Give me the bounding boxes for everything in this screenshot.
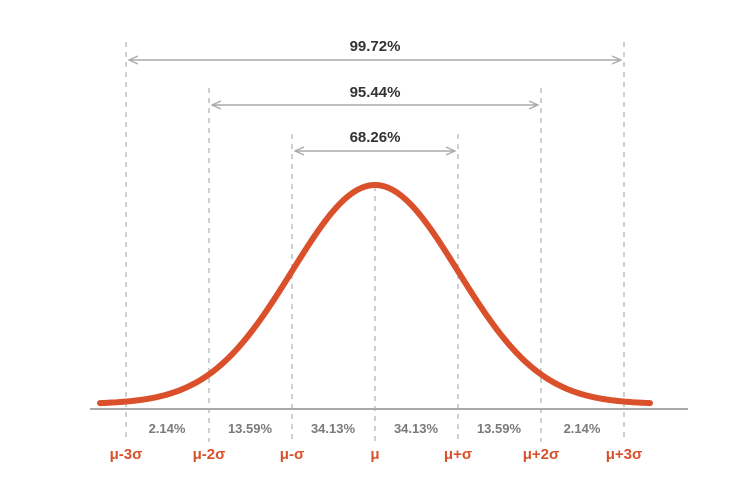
bell-curve [97, 182, 653, 407]
range-label-2sigma: 95.44% [350, 84, 401, 101]
segment-label: 13.59% [477, 421, 522, 436]
segment-label: 2.14% [149, 421, 186, 436]
segment-label: 13.59% [228, 421, 273, 436]
segment-label: 34.13% [394, 421, 439, 436]
sigma-label: μ+σ [444, 446, 472, 463]
segment-label: 34.13% [311, 421, 356, 436]
range-label-3sigma: 99.72% [350, 38, 401, 55]
segment-label: 2.14% [564, 421, 601, 436]
sigma-label: μ+3σ [606, 446, 643, 463]
sigma-label: μ+2σ [523, 446, 560, 463]
range-label-1sigma: 68.26% [350, 129, 401, 146]
sigma-label: μ [370, 446, 379, 463]
sigma-label: μ-σ [280, 446, 304, 463]
sigma-label: μ-2σ [193, 446, 226, 463]
sigma-label: μ-3σ [110, 446, 143, 463]
